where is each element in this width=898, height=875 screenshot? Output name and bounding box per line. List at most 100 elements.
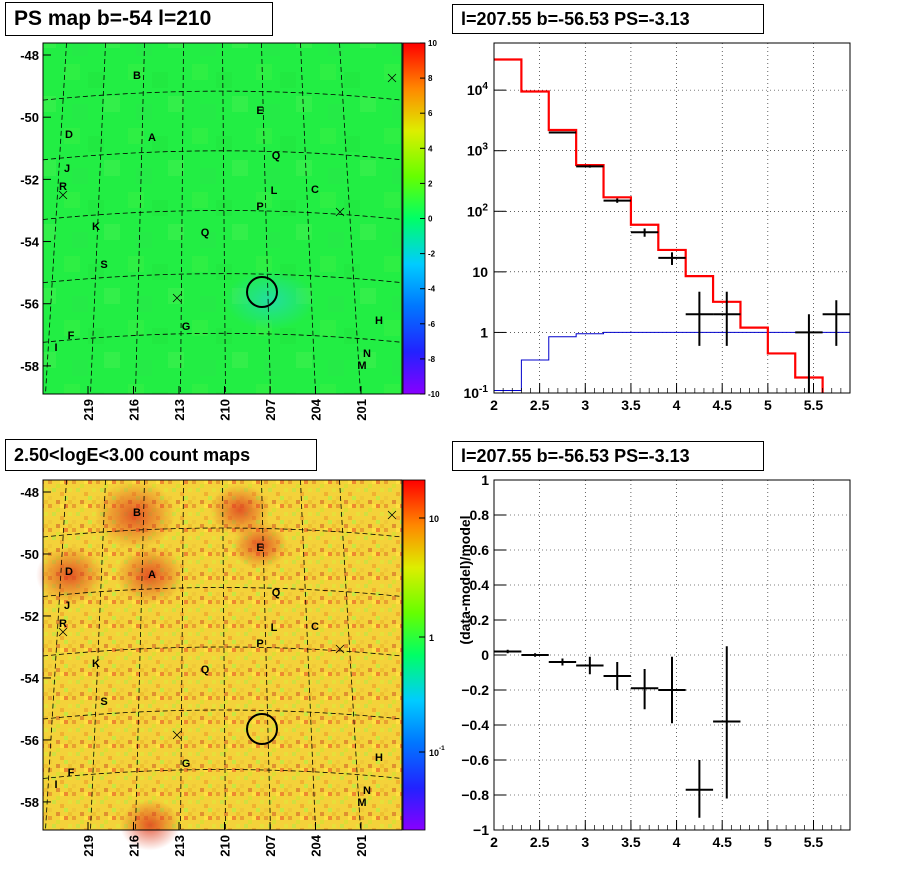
target-circle [246,276,278,308]
colorbar-tick-label: 10-1 [429,745,445,758]
residual-panel: 2 2.5 3 3.5 4 4.5 5 5.5 1 0.8 0.6 0.4 0.2 0 −0.2 −0.4 −0… [457,472,851,850]
source-label: R [59,618,67,630]
bright-source-blob [36,546,104,604]
colorbar-tick-label: 10 [429,514,439,524]
y-tick-label: -56 [20,297,39,312]
longitude-gridline [135,479,145,831]
x-tick-label: 4 [673,397,681,413]
x-tick-label: 5.5 [804,834,824,850]
source-label: Q [272,587,281,599]
longitude-gridline [90,479,106,831]
y-tick-label: -50 [20,110,39,125]
y-tick-label: -50 [20,547,39,562]
source-marker-x [335,644,345,654]
x-tick-label: 3.5 [621,397,641,413]
x-tick-label: 207 [263,835,278,857]
latitude-gridline [42,150,403,161]
bright-source-blob [95,481,175,549]
source-marker-x [172,293,182,303]
source-label: N [363,348,371,360]
y-tick-label: 1 [480,324,488,340]
colorbar-tick-label: 1 [429,633,434,643]
source-marker-x [387,73,397,83]
source-label: B [133,507,141,519]
colorbar-tick-label: 0 [428,215,433,224]
source-label: A [148,569,156,581]
latitude-gridline [42,587,403,597]
x-tick-label: 4.5 [712,397,732,413]
longitude-gridline [261,42,271,395]
source-label: I [54,779,57,791]
x-tick-label: 3.5 [621,834,641,850]
spectrum-panel: 2 2.5 3 3.5 4 4.5 5 5.5 10-1 1 10 102 103 104 [463,42,851,413]
source-label: D [65,129,73,141]
x-tick-label: 204 [309,398,324,420]
longitude-gridline [45,42,67,395]
x-tick-label: 5 [764,834,772,850]
background-model-line [494,331,850,391]
source-label: L [271,622,278,634]
x-tick-label: 216 [127,835,142,857]
y-tick-label: 1 [481,472,489,488]
plot-frame [493,42,851,394]
map-frame [42,479,403,831]
longitude-gridline [90,42,106,395]
y-tick-label: 10 [472,264,488,280]
latitude-gridline [42,646,403,657]
x-tick-label: 213 [172,399,187,421]
longitude-gridline [180,479,184,831]
source-label: M [357,360,366,372]
colorbar-tick-label: -4 [428,285,436,294]
colorbar-tick-label: 10 [428,39,437,48]
source-marker-x [58,627,68,637]
source-label: H [375,752,383,764]
latitude-gridline [42,769,403,779]
longitude-gridline [339,479,361,831]
source-label: C [311,621,319,633]
y-tick-label: -52 [20,172,39,187]
x-tick-label: 5.5 [804,397,824,413]
residual-title: l=207.55 b=-56.53 PS=-3.13 [452,441,764,471]
source-label: N [363,785,371,797]
y-tick-label: 0 [481,647,489,663]
count-map-panel: B E D A Q JR L C P K Q S G H FI NM -48 -50 -52 -54 -56 -58 219… [20,479,445,857]
latitude-gridline [42,527,403,538]
y-tick-label: -54 [20,671,40,686]
y-tick-label: 0.4 [470,577,490,593]
x-tick-label: 201 [354,835,369,857]
count-map-title: 2.50<logE<3.00 count maps [5,439,317,471]
colorbar-tick-label: -2 [428,250,436,259]
x-tick-label: 4.5 [712,834,732,850]
colorbar-tick-label: -10 [428,390,440,399]
x-tick-label: 216 [127,399,142,421]
y-tick-label: −0.8 [461,787,489,803]
y-tick-label: -56 [20,733,39,748]
x-tick-label: 213 [172,835,187,857]
y-tick-label: 10-1 [463,384,488,401]
longitude-gridline [45,479,67,831]
source-marker-x [58,190,68,200]
x-tick-label: 201 [354,399,369,421]
y-tick-label: -48 [20,48,39,63]
series-group [494,58,850,393]
x-tick-label: 210 [218,835,233,857]
latitude-gridline [42,273,403,284]
colorbar-tick-label: -6 [428,320,436,329]
source-label: Q [272,150,281,162]
x-tick-label: 2 [490,397,498,413]
source-label: L [271,185,278,197]
x-tick-label: 3 [581,834,589,850]
source-label: R [59,181,67,193]
y-tick-label: -52 [20,609,39,624]
colorbar-tick-label: 2 [428,179,433,188]
ps-map-title: PS map b=-54 l=210 [5,2,273,36]
y-tick-label: 0.6 [470,542,490,558]
x-tick-label: 2.5 [530,834,550,850]
source-marker-x [387,510,397,520]
colorbar [402,479,426,831]
source-label: Q [201,227,210,239]
y-tick-label: 102 [467,202,489,219]
x-tick-label: 4 [673,834,681,850]
spectrum-title: l=207.55 b=-56.53 PS=-3.13 [452,4,764,34]
